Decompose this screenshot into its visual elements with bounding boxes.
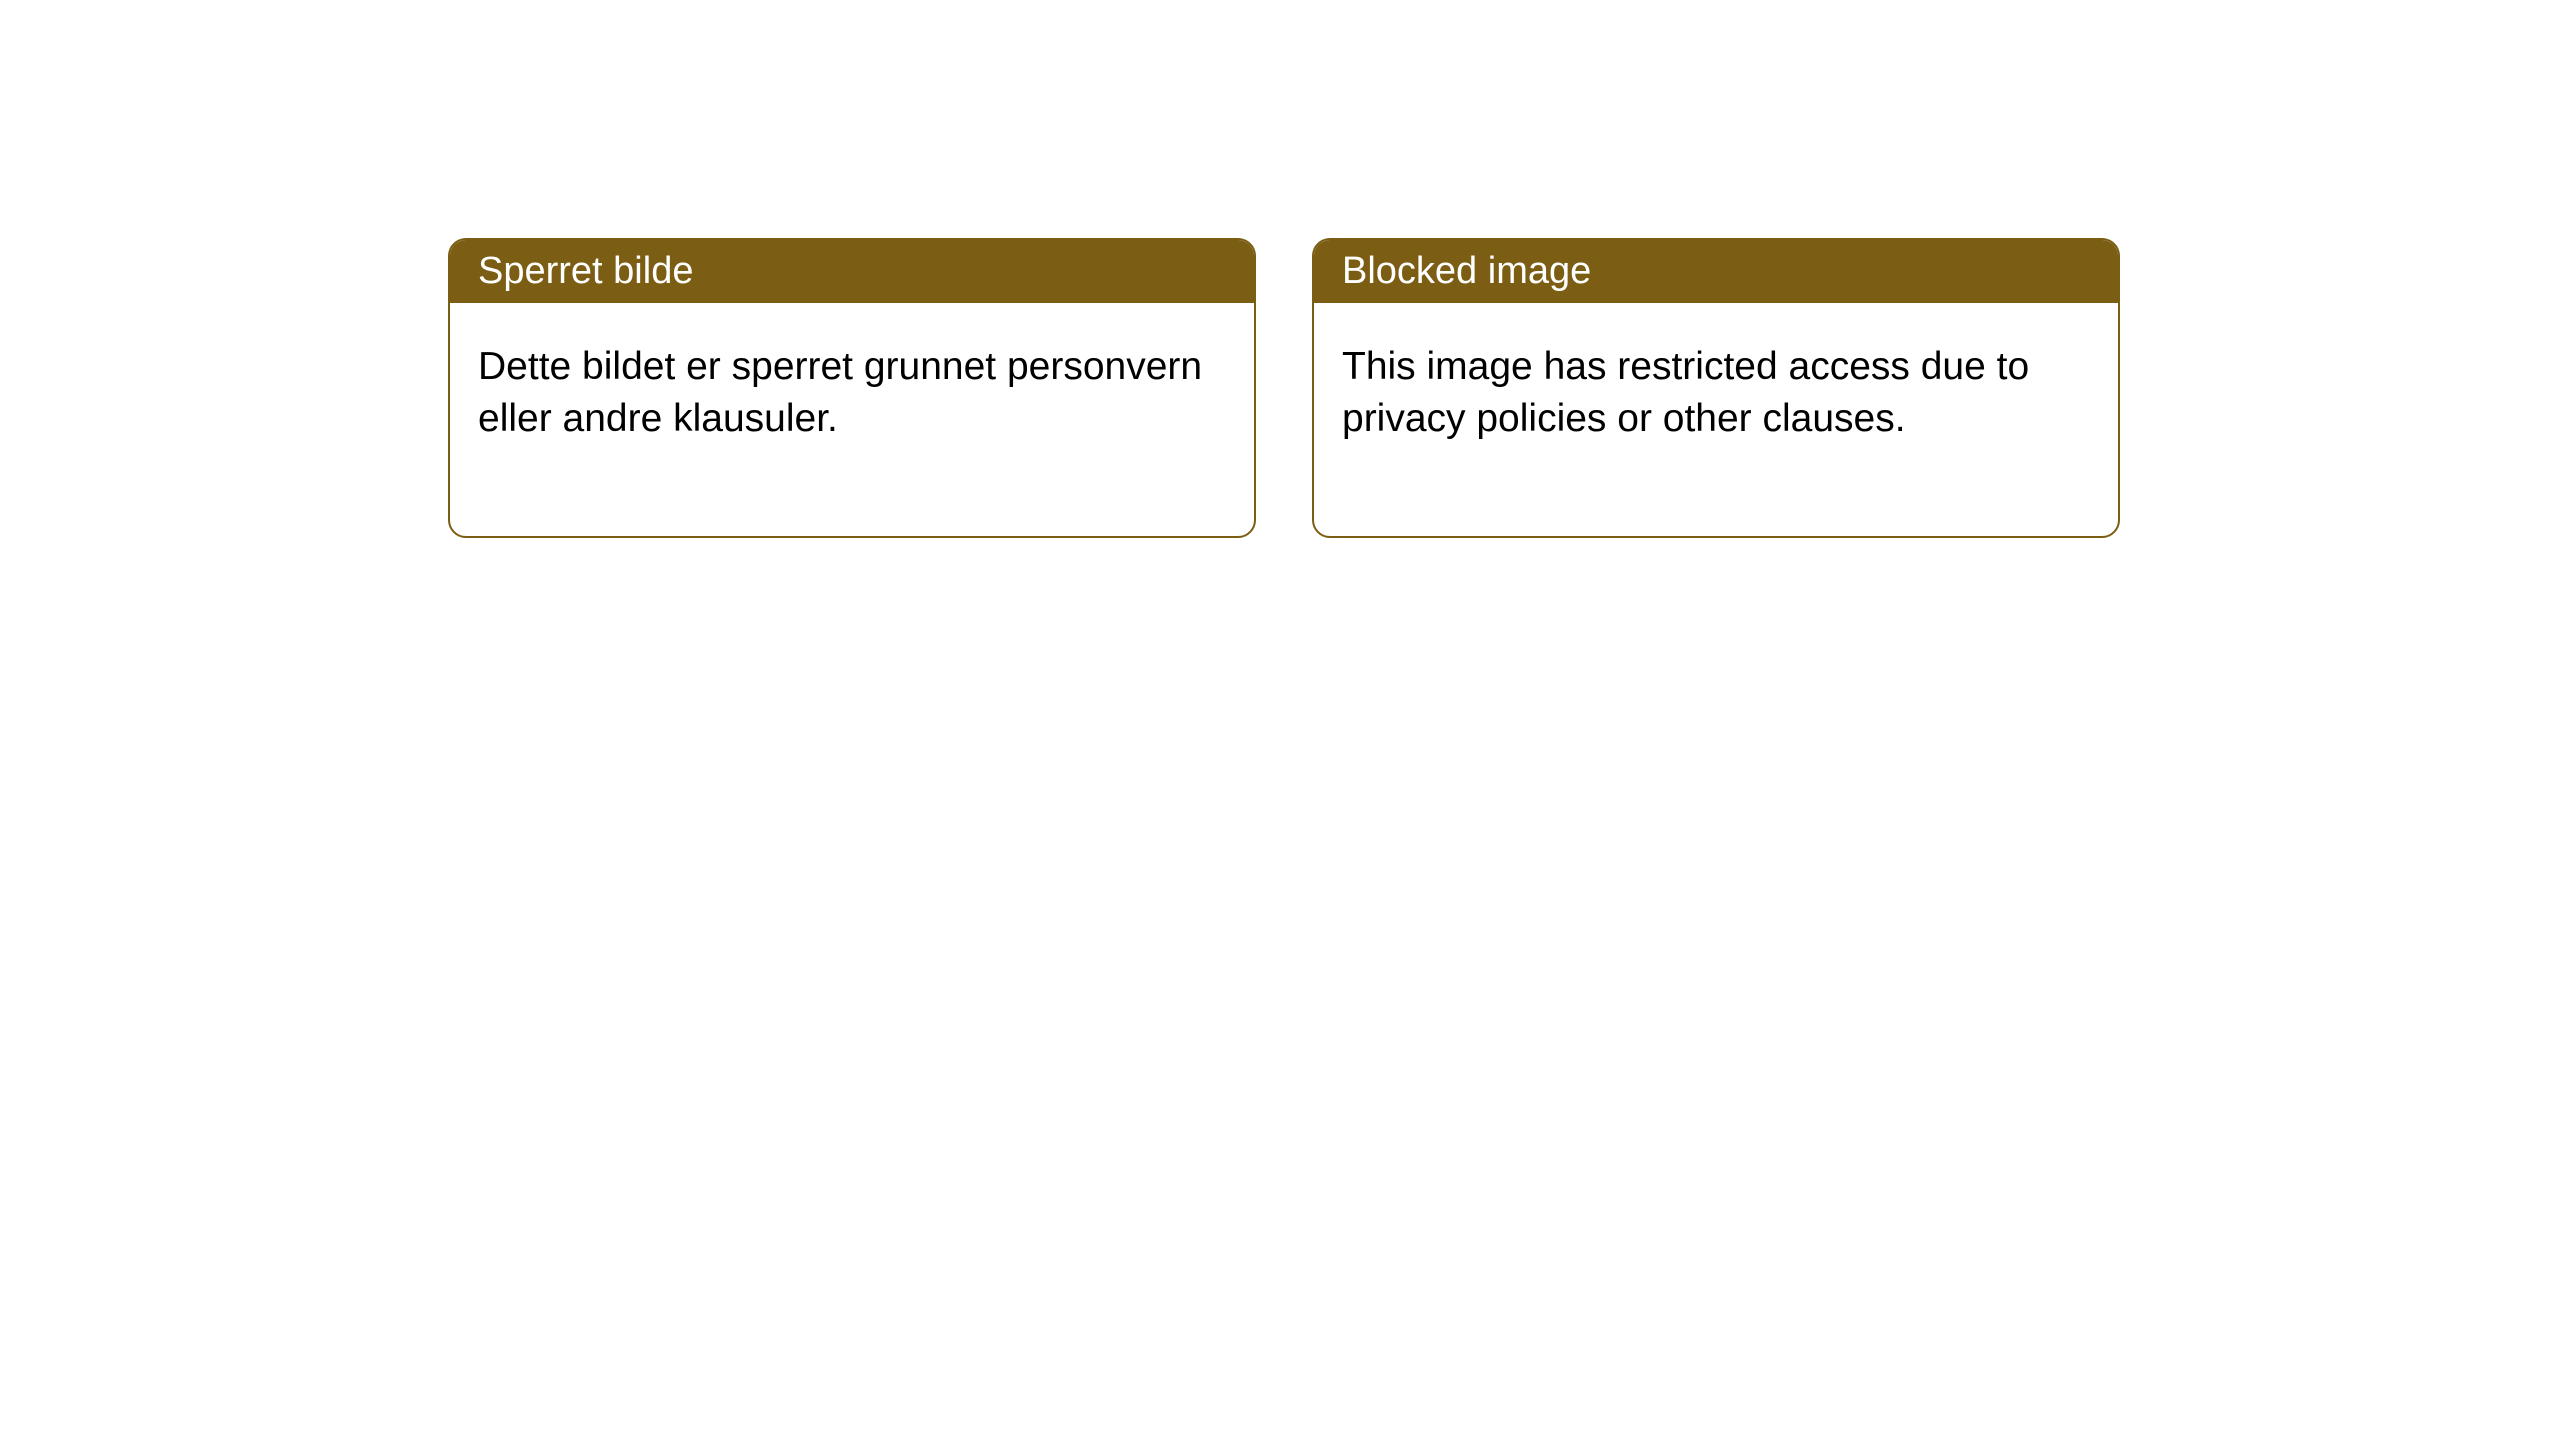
card-body-text: This image has restricted access due to … — [1342, 345, 2029, 440]
blocked-image-card-no: Sperret bilde Dette bildet er sperret gr… — [448, 238, 1256, 538]
card-body: This image has restricted access due to … — [1314, 303, 2118, 536]
card-title: Blocked image — [1342, 250, 1591, 292]
card-header: Blocked image — [1314, 240, 2118, 303]
blocked-image-card-en: Blocked image This image has restricted … — [1312, 238, 2120, 538]
cards-container: Sperret bilde Dette bildet er sperret gr… — [0, 0, 2560, 538]
card-body: Dette bildet er sperret grunnet personve… — [450, 303, 1254, 536]
card-title: Sperret bilde — [478, 250, 693, 292]
card-header: Sperret bilde — [450, 240, 1254, 303]
card-body-text: Dette bildet er sperret grunnet personve… — [478, 345, 1202, 440]
